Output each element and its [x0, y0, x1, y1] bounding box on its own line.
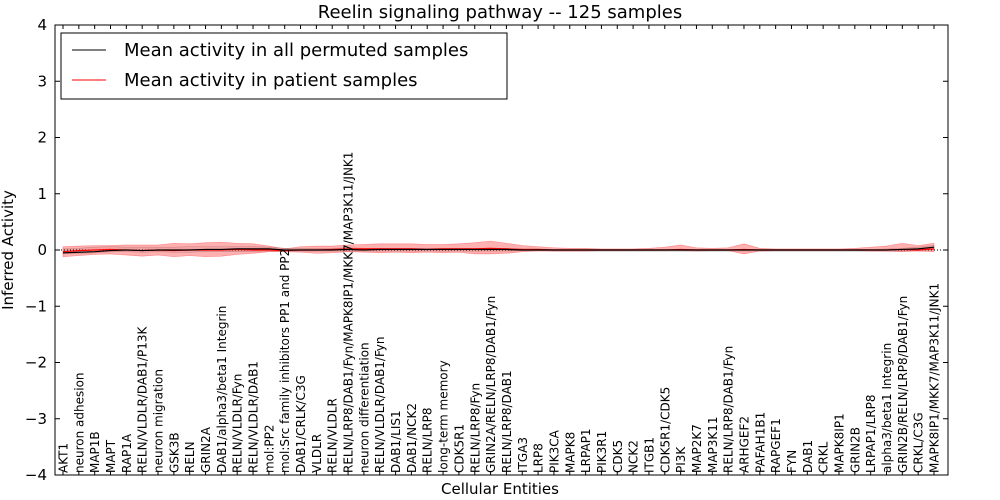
y-tick-label: 4: [37, 16, 47, 34]
category-label: RELN/VLDLR: [326, 398, 340, 473]
category-label: LRPAP1: [579, 428, 593, 473]
category-label: CDK5R1: [452, 424, 466, 473]
y-tick-label: −4: [25, 466, 47, 484]
category-label: NCK2: [627, 440, 641, 473]
category-label: CRKL/C3G: [912, 412, 926, 473]
category-label: mol:Src family inhibitors PP1 and PP2: [278, 249, 292, 473]
category-label: PAFAH1B1: [753, 412, 767, 473]
category-label: CDK5R1/CDK5: [658, 387, 672, 473]
category-label: alpha3/beta1 Integrin: [880, 343, 894, 473]
category-label: neuron migration: [152, 369, 166, 473]
category-label: neuron adhesion: [72, 372, 86, 473]
y-axis-ticks: −4 −3 −2 −1 0 1 2 3 4: [25, 16, 948, 484]
y-axis-label: Inferred Activity: [0, 190, 17, 310]
category-label: RELN/LRP8: [421, 407, 435, 473]
category-label: ARHGEF2: [737, 416, 751, 473]
category-label: DAB1/NCK2: [405, 403, 419, 473]
category-label: LRP8: [532, 443, 546, 473]
category-label: MAPK8IP1/MKK7/MAP3K11/JNK1: [928, 283, 942, 473]
category-label: MAPK8: [563, 432, 577, 473]
y-tick-label: −2: [25, 354, 47, 372]
category-label: DAB1/CRLK/C3G: [294, 375, 308, 473]
y-tick-label: 3: [37, 72, 47, 90]
category-label: RELN: [183, 441, 197, 473]
category-label: long-term memory: [437, 360, 451, 473]
category-label: AKT1: [57, 443, 71, 473]
category-label: DAB1/LIS1: [389, 410, 403, 473]
category-label: mol:PP2: [262, 424, 276, 473]
category-label: DAB1/alpha3/beta1 Integrin: [215, 306, 229, 473]
category-label: PIK3R1: [595, 431, 609, 473]
category-label: RELN/LRP8/DAB1/Fyn: [722, 346, 736, 473]
category-label: ITGA3: [516, 437, 530, 473]
legend: Mean activity in all permuted samples Me…: [60, 32, 508, 100]
category-label: GRIN2B: [848, 427, 862, 473]
x-axis-label: Cellular Entities: [441, 480, 559, 498]
y-tick-label: −3: [25, 410, 47, 428]
chart-title: Reelin signaling pathway -- 125 samples: [318, 2, 682, 23]
category-label: LRPAP1/LRP8: [864, 394, 878, 473]
y-tick-label: 1: [37, 185, 47, 203]
category-label: GRIN2A: [199, 426, 213, 473]
category-label: PI3K: [674, 446, 688, 473]
category-label: MAPT: [104, 439, 118, 473]
legend-label-permuted: Mean activity in all permuted samples: [124, 40, 468, 61]
category-label: CDK5: [611, 440, 625, 473]
line-series-0: [62, 246, 935, 254]
category-label: GSK3B: [167, 432, 181, 473]
category-label: RELN/VLDLR/DAB1: [247, 361, 261, 473]
y-tick-label: 2: [37, 129, 47, 147]
x-axis-ticks: AKT1 neuron adhesion MAP1B MAPT RAP1A RELN/VL…: [57, 25, 942, 475]
legend-box: [60, 32, 508, 100]
category-label: neuron differentiation: [357, 342, 371, 473]
legend-label-patient: Mean activity in patient samples: [124, 70, 418, 91]
category-label: DAB1: [801, 440, 815, 473]
category-label: GRIN2A/RELN/LRP8/DAB1/Fyn: [484, 296, 498, 473]
category-label: MAP1B: [88, 431, 102, 473]
category-label: PIK3CA: [547, 429, 561, 473]
category-label: RELN/VLDLR/Fyn: [231, 374, 245, 473]
category-label: VLDLR: [310, 434, 324, 473]
category-label: RELN/VLDLR/DAB1/P13K: [136, 326, 150, 473]
category-label: MAP2K7: [690, 424, 704, 473]
category-label: FYN: [785, 450, 799, 473]
category-label: MAPK8IP1: [832, 413, 846, 473]
y-tick-label: 0: [37, 241, 47, 259]
category-label: RAPGEF1: [769, 418, 783, 473]
series-lines: [55, 246, 948, 254]
category-label: RELN/LRP8/DAB1: [500, 370, 514, 473]
y-tick-label: −1: [25, 297, 47, 315]
category-label: RELN/LRP8/Fyn: [468, 383, 482, 473]
category-label: RAP1A: [120, 433, 134, 473]
category-label: RELN/VLDLR/DAB1/Fyn: [373, 337, 387, 473]
category-label: CRKL: [817, 441, 831, 473]
category-label: GRIN2B/RELN/LRP8/DAB1/Fyn: [896, 296, 910, 473]
category-label: RELN/LRP8/DAB1/Fyn/MAPK8IP1/MKK7/MAP3K11…: [342, 152, 356, 473]
category-label: ITGB1: [642, 437, 656, 473]
category-label: MAP3K11: [706, 416, 720, 473]
